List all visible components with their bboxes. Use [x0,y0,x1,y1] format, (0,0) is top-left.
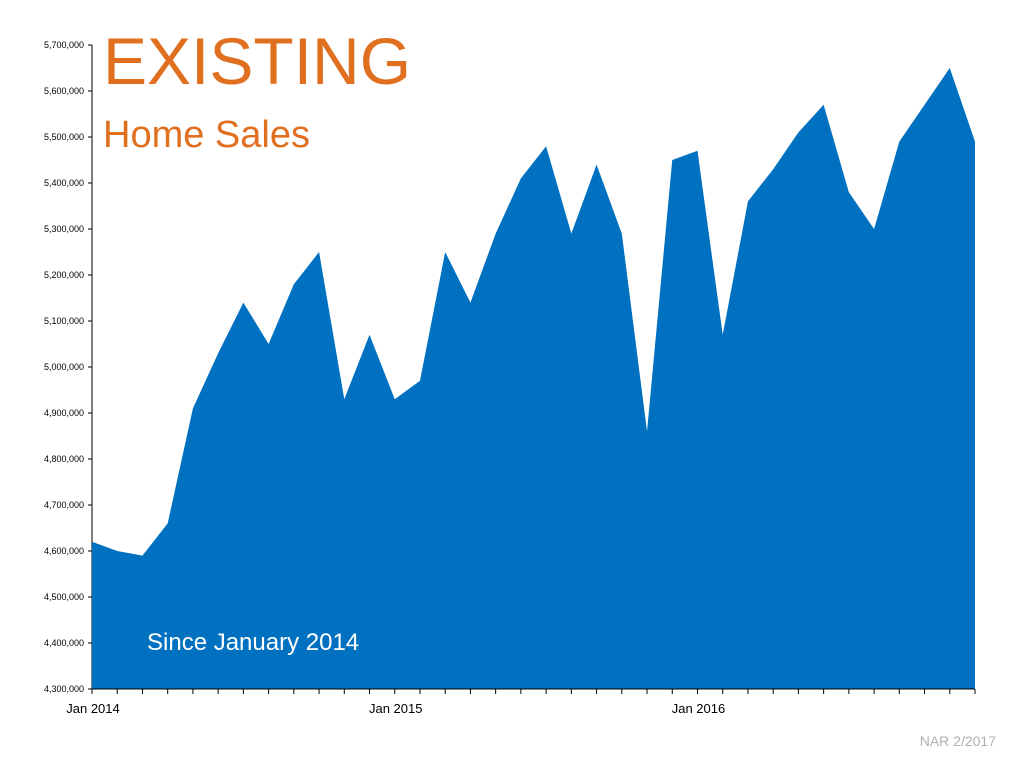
y-axis: 4,300,000 4,400,000 4,500,000 4,600,000 4,70… [44,40,93,694]
y-tick-label: 5,500,000 [44,132,84,142]
y-tick-label: 4,600,000 [44,546,84,556]
y-tick-label: 4,500,000 [44,592,84,602]
y-tick-label: 5,000,000 [44,362,84,372]
y-tick-label: 5,300,000 [44,224,84,234]
chart-title: EXISTING [103,24,412,98]
area-fill [92,68,975,689]
y-tick-label: 4,800,000 [44,454,84,464]
y-tick-label: 5,400,000 [44,178,84,188]
y-tick-label: 5,100,000 [44,316,84,326]
x-tick-label: Jan 2014 [66,701,120,716]
x-axis: Jan 2014 Jan 2015 Jan 2016 [66,688,976,716]
chart-annotation: Since January 2014 [147,629,360,656]
y-tick-label: 4,900,000 [44,408,84,418]
y-tick-label: 5,600,000 [44,86,84,96]
y-tick-label: 4,300,000 [44,684,84,694]
chart-subtitle: Home Sales [103,114,310,156]
y-tick-label: 4,400,000 [44,638,84,648]
y-tick-label: 5,700,000 [44,40,84,50]
source-note: NAR 2/2017 [919,733,996,749]
x-tick-label: Jan 2015 [369,701,423,716]
area-series [92,68,975,689]
y-tick-label: 4,700,000 [44,500,84,510]
y-tick-label: 5,200,000 [44,270,84,280]
x-tick-label: Jan 2016 [672,701,726,716]
